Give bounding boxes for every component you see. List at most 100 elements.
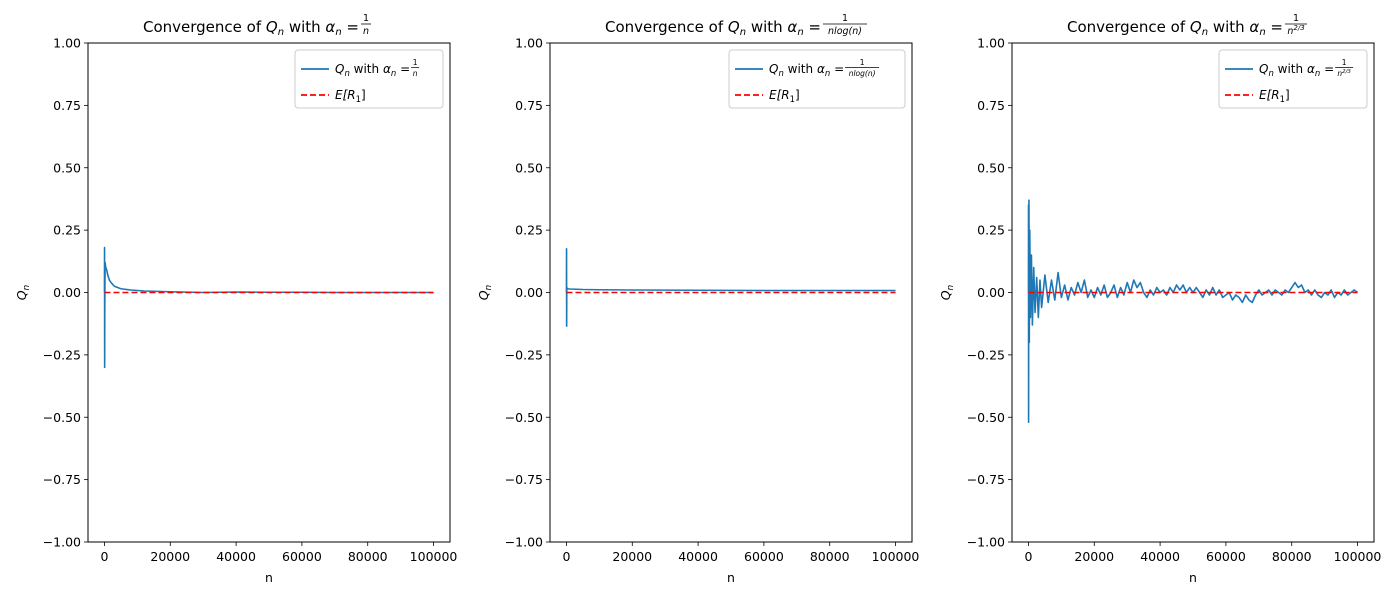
x-tick-label: 60000 — [744, 549, 784, 564]
legend-frac-den-sup: 2/3 — [1342, 69, 1351, 75]
legend-alpha: α — [1307, 62, 1315, 76]
legend-label-e: E[R1] — [335, 88, 366, 105]
legend-alpha-sub: n — [1315, 69, 1320, 79]
y-tick-label: −0.25 — [505, 347, 543, 362]
x-tick-label: 0 — [100, 549, 108, 564]
y-tick-label: −0.25 — [967, 347, 1005, 362]
y-label-symbol: Q — [476, 290, 491, 300]
legend-frac-denominator: n — [413, 69, 418, 78]
legend: Qn with αn = 1 n E[R1] — [294, 49, 444, 109]
x-tick-label: 40000 — [216, 549, 256, 564]
legend-q-sub: n — [1268, 69, 1273, 79]
title-with: with — [284, 18, 325, 36]
x-axis-label: n — [265, 570, 273, 585]
x-tick-label: 100000 — [1334, 549, 1382, 564]
legend-alpha-sub: n — [825, 69, 830, 79]
legend-q-sub: n — [778, 69, 783, 79]
legend-r: [R — [343, 88, 356, 102]
title-alpha-sub: n — [335, 27, 341, 38]
legend-box — [1218, 49, 1368, 109]
legend-close: ] — [1285, 88, 1290, 102]
legend-q-sub: n — [344, 69, 349, 79]
legend-label-e: E[R1] — [1259, 88, 1290, 105]
y-tick-label: 0.25 — [977, 223, 1005, 238]
title-fraction: 1n — [361, 13, 372, 37]
y-tick-label: −0.50 — [967, 410, 1005, 425]
legend-label-e: E[R1] — [769, 88, 800, 105]
legend-alpha-sub: n — [391, 69, 396, 79]
y-tick-label: 0.00 — [977, 285, 1005, 300]
legend-with: with — [1274, 62, 1307, 76]
x-tick-label: 40000 — [1140, 549, 1180, 564]
y-tick-label: 1.00 — [53, 36, 81, 51]
y-tick-label: −0.25 — [43, 347, 81, 362]
title-frac-denominator: nlog(n) — [828, 26, 862, 37]
title-frac-den-sup: 2/3 — [1293, 24, 1304, 32]
legend-label-q: Qn with αn = — [335, 62, 410, 79]
y-tick-label: 0.00 — [515, 285, 543, 300]
legend-close: ] — [361, 88, 366, 102]
title-q-sub: n — [740, 27, 746, 38]
chart-title: Convergence of Qn with αn = — [605, 18, 821, 38]
y-tick-label: −0.75 — [967, 472, 1005, 487]
title-frac-den-text: n — [363, 26, 369, 37]
legend-frac-den-text: n — [1337, 69, 1342, 78]
title-alpha: α — [1249, 18, 1259, 36]
data-layer — [565, 248, 896, 327]
chart-panel-1: −1.00 −0.75 −0.50 −0.25 0.00 0.25 0.50 0.75 1.00… — [14, 13, 457, 585]
x-tick-label: 100000 — [410, 549, 458, 564]
title-alpha: α — [325, 18, 335, 36]
x-tick-label: 80000 — [348, 549, 388, 564]
legend-frac-den-text: nlog(n) — [849, 69, 876, 78]
legend-label-q: Qn with αn = — [1259, 62, 1334, 79]
chart-panel-3: −1.00 −0.75 −0.50 −0.25 0.00 0.25 0.50 0.75 1.00… — [938, 13, 1381, 585]
legend-frac-denominator: n2/3 — [1337, 69, 1351, 78]
legend: Qn with αn = 1n2/3E[R1] — [1218, 49, 1368, 109]
x-axis-label: n — [727, 570, 735, 585]
y-tick-label: 0.75 — [515, 98, 543, 113]
title-frac-numerator: 1 — [363, 13, 369, 24]
chart-title: Convergence of Qn with αn = — [1067, 18, 1283, 38]
y-axis-label: Qn — [938, 284, 956, 300]
title-with: with — [746, 18, 787, 36]
legend-frac-numerator: 1 — [1342, 58, 1347, 67]
title-alpha-sub: n — [797, 27, 803, 38]
y-tick-label: 0.50 — [515, 160, 543, 175]
legend-equals: = — [1320, 62, 1334, 76]
title-prefix: Convergence of — [1067, 18, 1190, 36]
title-equals: = — [1266, 18, 1283, 36]
legend-e: E — [1259, 88, 1267, 102]
legend-with: with — [350, 62, 383, 76]
chart-panel-2: −1.00 −0.75 −0.50 −0.25 0.00 0.25 0.50 0.75 1.00… — [476, 13, 919, 585]
title-frac-den-text: nlog(n) — [828, 26, 862, 37]
y-tick-label: −0.50 — [43, 410, 81, 425]
legend-box — [294, 49, 444, 109]
title-q: Q — [1190, 18, 1202, 36]
y-tick-label: −1.00 — [43, 535, 81, 550]
data-layer — [103, 246, 434, 369]
y-tick-label: −0.75 — [505, 472, 543, 487]
title-frac-den-text: n — [1287, 26, 1293, 37]
y-tick-label: 0.75 — [53, 98, 81, 113]
legend-frac-den-text: n — [413, 69, 418, 78]
x-tick-label: 80000 — [1272, 549, 1312, 564]
y-label-symbol: Q — [14, 290, 29, 300]
legend-e: E — [335, 88, 343, 102]
legend-frac-numerator: 1 — [413, 58, 418, 67]
legend-with: with — [784, 62, 817, 76]
legend-alpha: α — [383, 62, 391, 76]
y-tick-label: 0.25 — [515, 223, 543, 238]
y-tick-label: 1.00 — [977, 36, 1005, 51]
legend-r: [R — [1267, 88, 1280, 102]
title-prefix: Convergence of — [605, 18, 728, 36]
y-label-subscript: n — [484, 284, 494, 290]
y-tick-label: 0.50 — [977, 160, 1005, 175]
title-with: with — [1208, 18, 1249, 36]
y-tick-label: −0.50 — [505, 410, 543, 425]
y-label-subscript: n — [22, 284, 32, 290]
y-tick-label: 1.00 — [515, 36, 543, 51]
title-q: Q — [728, 18, 740, 36]
title-frac-denominator: n2/3 — [1287, 24, 1304, 37]
legend-r-sub: 1 — [790, 95, 795, 105]
